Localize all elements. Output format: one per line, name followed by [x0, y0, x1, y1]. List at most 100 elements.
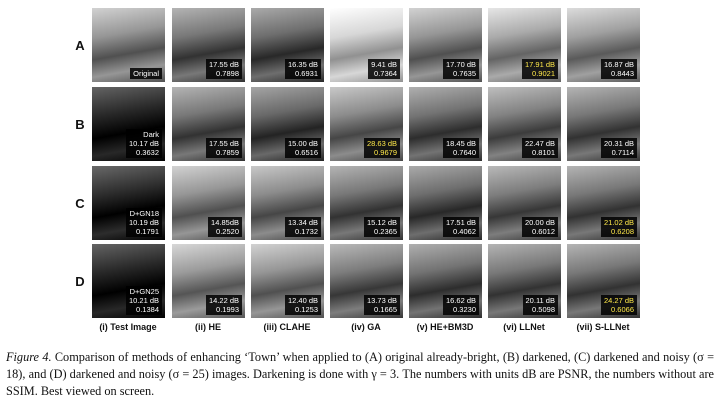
metric-text: 21.02 dB [603, 218, 634, 227]
metric-text: 0.1253 [295, 305, 318, 314]
metric-text: 0.7898 [216, 69, 239, 78]
metric-text: 16.87 dB [603, 60, 634, 69]
metric-overlay: 17.55 dB 0.7859 [205, 138, 242, 158]
metric-text: 22.47 dB [524, 139, 555, 148]
metric-text: 0.4062 [453, 227, 476, 236]
image-thumbnail: 13.34 dB 0.1732 [251, 166, 324, 240]
metric-text: Dark [143, 130, 159, 139]
caption-label: Figure 4. [6, 350, 52, 364]
metric-text: 0.6012 [532, 227, 555, 236]
metric-text: 10.17 dB [128, 139, 159, 148]
image-thumbnail: Dark 10.17 dB 0.3632 [92, 87, 165, 161]
metric-overlay: 24.27 dB 0.6066 [600, 295, 637, 315]
metric-overlay: 16.62 dB 0.3230 [442, 295, 479, 315]
metric-overlay: D+GN18 10.19 dB 0.1791 [125, 208, 162, 237]
image-thumbnail: 22.47 dB 0.8101 [488, 87, 561, 161]
column-label: (vi) LLNet [503, 322, 545, 332]
metric-text: 0.6931 [295, 69, 318, 78]
metric-overlay: 16.35 dB 0.6931 [284, 59, 321, 79]
metric-overlay: 21.02 dB 0.6208 [600, 217, 637, 237]
metric-text: 0.1732 [295, 227, 318, 236]
metric-text: 15.00 dB [287, 139, 318, 148]
image-thumbnail: 17.91 dB 0.9021 [488, 8, 561, 82]
metric-text: 0.2520 [216, 227, 239, 236]
metric-text: 0.9021 [532, 69, 555, 78]
metric-text: 20.00 dB [524, 218, 555, 227]
metric-overlay: 12.40 dB 0.1253 [284, 295, 321, 315]
metric-text: 9.41 dB [371, 60, 397, 69]
column-label: (vii) S-LLNet [576, 322, 630, 332]
metric-text: Original [133, 69, 159, 78]
metric-text: 0.6208 [611, 227, 634, 236]
row-label: C [75, 196, 85, 211]
metric-overlay: 13.73 dB 0.1665 [363, 295, 400, 315]
image-thumbnail: 20.00 dB 0.6012 [488, 166, 561, 240]
metric-text: 0.7364 [374, 69, 397, 78]
metric-text: 14.85dB [211, 218, 239, 227]
metric-text: 13.73 dB [366, 296, 397, 305]
metric-overlay: 15.00 dB 0.6516 [284, 138, 321, 158]
column-label: (iii) CLAHE [263, 322, 311, 332]
metric-overlay: 20.11 dB 0.5098 [522, 295, 558, 315]
caption: Figure 4. Comparison of methods of enhan… [6, 349, 714, 400]
row-label: D [75, 274, 85, 289]
image-thumbnail: 14.22 dB 0.1993 [172, 244, 245, 318]
metric-overlay: 15.12 dB 0.2365 [363, 217, 400, 237]
metric-text: 18.45 dB [445, 139, 476, 148]
metric-text: 12.40 dB [287, 296, 318, 305]
metric-overlay: 13.34 dB 0.1732 [284, 217, 321, 237]
image-thumbnail: 28.63 dB 0.9679 [330, 87, 403, 161]
metric-text: 0.1665 [374, 305, 397, 314]
metric-overlay: Original [130, 68, 162, 79]
metric-text: 0.1791 [136, 227, 159, 236]
metric-text: 0.3632 [136, 148, 159, 157]
metric-text: 0.1993 [216, 305, 239, 314]
metric-overlay: 14.22 dB 0.1993 [205, 295, 242, 315]
metric-text: 0.8101 [532, 148, 555, 157]
metric-overlay: 20.00 dB 0.6012 [521, 217, 558, 237]
image-thumbnail: D+GN25 10.21 dB 0.1384 [92, 244, 165, 318]
metric-text: 24.27 dB [603, 296, 634, 305]
image-thumbnail: 12.40 dB 0.1253 [251, 244, 324, 318]
image-thumbnail: 17.55 dB 0.7898 [172, 8, 245, 82]
image-thumbnail: 18.45 dB 0.7640 [409, 87, 482, 161]
metric-text: 0.5098 [532, 305, 555, 314]
metric-overlay: Dark 10.17 dB 0.3632 [125, 129, 162, 158]
metric-overlay: 17.51 dB 0.4062 [442, 217, 479, 237]
image-thumbnail: D+GN18 10.19 dB 0.1791 [92, 166, 165, 240]
metric-text: 17.51 dB [445, 218, 476, 227]
metric-overlay: 9.41 dB 0.7364 [368, 59, 400, 79]
metric-text: 20.11 dB [525, 296, 555, 305]
image-thumbnail: 15.00 dB 0.6516 [251, 87, 324, 161]
metric-overlay: 20.31 dB 0.7114 [600, 138, 637, 158]
metric-text: 15.12 dB [366, 218, 397, 227]
metric-text: 13.34 dB [287, 218, 318, 227]
metric-text: 20.31 dB [603, 139, 634, 148]
metric-text: 16.35 dB [287, 60, 318, 69]
image-thumbnail: 17.51 dB 0.4062 [409, 166, 482, 240]
metric-text: 14.22 dB [208, 296, 239, 305]
metric-overlay: 18.45 dB 0.7640 [442, 138, 479, 158]
metric-text: 0.8443 [611, 69, 634, 78]
metric-overlay: 16.87 dB 0.8443 [600, 59, 637, 79]
metric-text: 10.19 dB [128, 218, 159, 227]
metric-text: 0.6516 [295, 148, 318, 157]
image-thumbnail: 24.27 dB 0.6066 [567, 244, 640, 318]
image-thumbnail: 16.87 dB 0.8443 [567, 8, 640, 82]
metric-text: D+GN25 [129, 287, 159, 296]
metric-text: 0.9679 [374, 148, 397, 157]
column-label: (iv) GA [351, 322, 381, 332]
image-thumbnail: 20.31 dB 0.7114 [567, 87, 640, 161]
image-thumbnail: 20.11 dB 0.5098 [488, 244, 561, 318]
image-thumbnail: 14.85dB 0.2520 [172, 166, 245, 240]
caption-text: Comparison of methods of enhancing ‘Town… [6, 350, 715, 398]
metric-overlay: 17.70 dB 0.7635 [442, 59, 479, 79]
metric-text: 28.63 dB [366, 139, 397, 148]
image-thumbnail: 17.55 dB 0.7859 [172, 87, 245, 161]
metric-text: 10.21 dB [128, 296, 159, 305]
metric-text: 0.7114 [611, 148, 634, 157]
image-thumbnail: 13.73 dB 0.1665 [330, 244, 403, 318]
metric-overlay: 17.91 dB 0.9021 [521, 59, 558, 79]
column-label: (i) Test Image [99, 322, 157, 332]
